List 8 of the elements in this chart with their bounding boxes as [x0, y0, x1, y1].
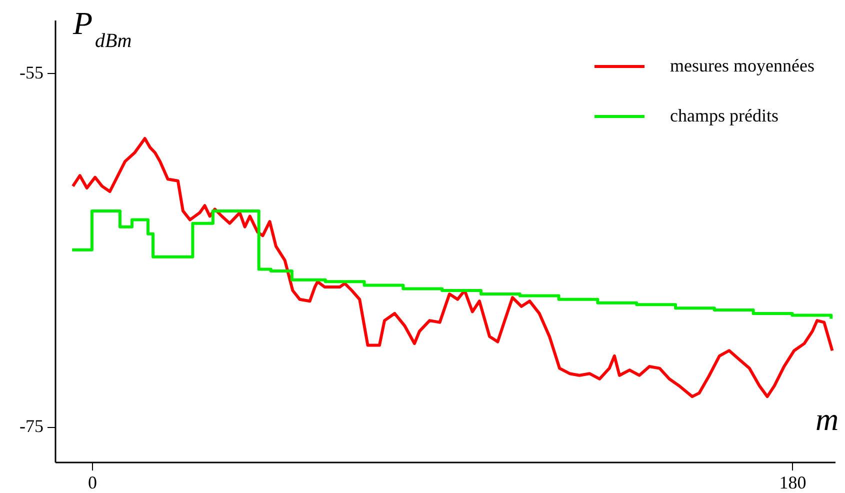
x-axis-title: m — [815, 401, 839, 437]
x-tick-label: 180 — [779, 472, 806, 492]
y-tick-label: -75 — [20, 416, 44, 436]
legend-label: mesures moyennées — [670, 56, 814, 76]
y-tick-label: -55 — [20, 62, 44, 83]
x-tick-label: 0 — [88, 472, 97, 492]
legend-label: champs prédits — [670, 106, 778, 126]
line-series — [71, 136, 834, 398]
